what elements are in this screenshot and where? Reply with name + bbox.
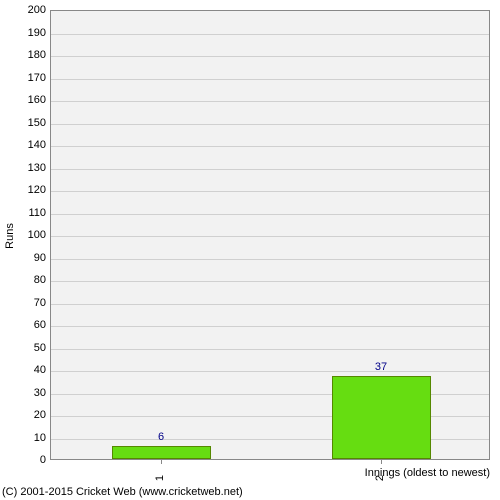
y-tick-label: 150 (28, 117, 46, 129)
gridline (51, 146, 489, 147)
y-tick-label: 120 (28, 184, 46, 196)
gridline (51, 349, 489, 350)
y-tick-label: 40 (34, 364, 46, 376)
gridline (51, 326, 489, 327)
x-tick (161, 459, 162, 464)
gridline (51, 169, 489, 170)
x-tick (381, 459, 382, 464)
y-tick-label: 80 (34, 274, 46, 286)
y-tick-label: 100 (28, 229, 46, 241)
gridline (51, 304, 489, 305)
bar-value-label: 37 (375, 361, 387, 373)
gridline (51, 214, 489, 215)
y-tick-label: 200 (28, 4, 46, 16)
y-tick-label: 140 (28, 139, 46, 151)
gridline (51, 281, 489, 282)
y-tick-label: 70 (34, 297, 46, 309)
y-tick-label: 30 (34, 387, 46, 399)
y-tick-label: 110 (28, 207, 46, 219)
y-tick-label: 190 (28, 27, 46, 39)
chart-plot-area: 6 37 (50, 10, 490, 460)
y-tick-label: 50 (34, 342, 46, 354)
y-tick-label: 160 (28, 94, 46, 106)
y-tick-label: 130 (28, 162, 46, 174)
y-tick-label: 90 (34, 252, 46, 264)
gridline (51, 371, 489, 372)
gridline (51, 124, 489, 125)
gridline (51, 79, 489, 80)
x-tick-label: 2 (374, 475, 386, 481)
gridline (51, 34, 489, 35)
y-tick-label: 0 (40, 454, 46, 466)
y-tick-label: 170 (28, 72, 46, 84)
gridline (51, 56, 489, 57)
y-tick-label: 180 (28, 49, 46, 61)
y-tick-label: 20 (34, 409, 46, 421)
gridline (51, 101, 489, 102)
y-axis-label: Runs (4, 223, 16, 249)
x-tick-label: 1 (154, 475, 166, 481)
bar (332, 376, 431, 459)
y-tick-label: 10 (34, 432, 46, 444)
gridline (51, 259, 489, 260)
plot-inner: 6 37 (51, 11, 489, 459)
bar (112, 446, 211, 460)
gridline (51, 236, 489, 237)
y-tick-label: 60 (34, 319, 46, 331)
gridline (51, 191, 489, 192)
bar-value-label: 6 (158, 431, 164, 443)
copyright-text: (C) 2001-2015 Cricket Web (www.cricketwe… (2, 486, 243, 498)
